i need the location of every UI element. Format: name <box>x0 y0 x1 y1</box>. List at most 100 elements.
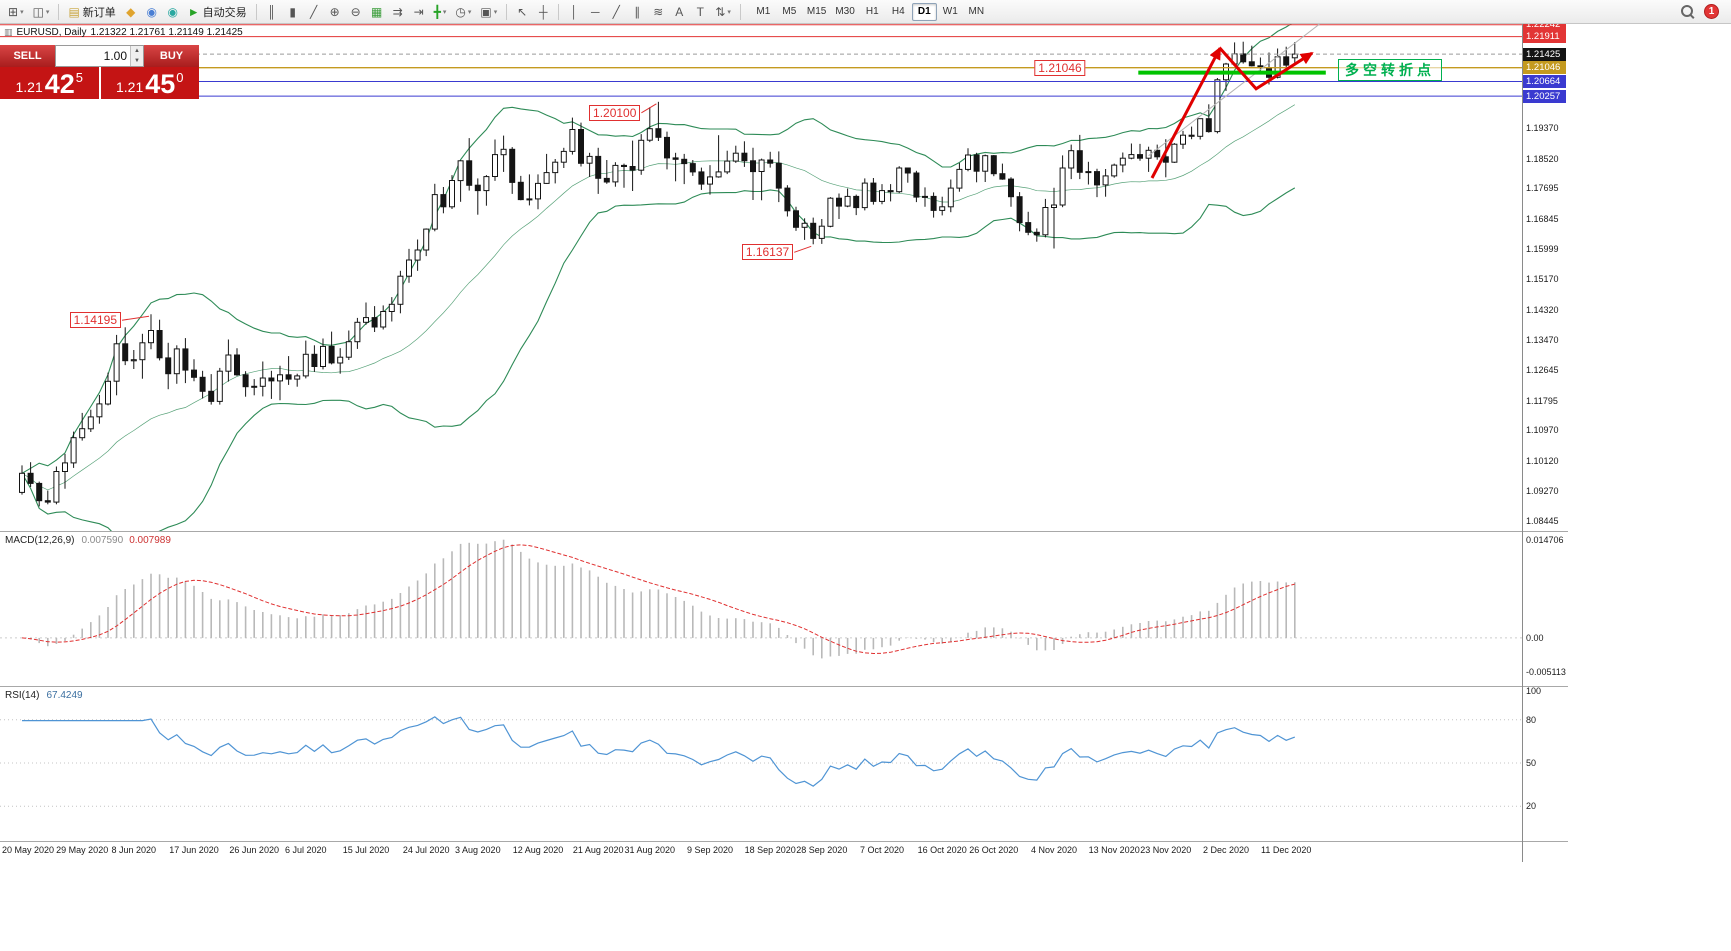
timeframe-w1-button[interactable]: W1 <box>942 6 958 17</box>
candlestick-chart-button[interactable]: ▮ <box>283 2 303 22</box>
toolbar-separator <box>739 3 741 20</box>
price-axis-marker: 1.21046 <box>1523 61 1566 75</box>
price-axis-label: 1.18520 <box>1526 153 1559 164</box>
toolbar-separator <box>255 3 257 20</box>
one-click-prices: 1.21 42 5 1.21 45 0 <box>0 67 199 99</box>
timeframe-m5-button[interactable]: M5 <box>782 6 797 17</box>
timeframe-mn-button[interactable]: MN <box>968 6 985 17</box>
timeframe-h4-button[interactable]: H4 <box>891 6 905 17</box>
notification-badge[interactable]: 1 <box>1704 4 1719 19</box>
sell-button[interactable]: SELL <box>0 45 55 67</box>
channel-button[interactable]: ∥ <box>627 2 647 22</box>
date-label: 15 Jul 2020 <box>342 845 390 855</box>
price-label[interactable]: 1.21046 <box>1034 59 1086 76</box>
search-icon[interactable] <box>1680 4 1695 19</box>
trendline-button[interactable]: ╱ <box>606 2 626 22</box>
label-icon: T <box>696 4 704 19</box>
line-chart-button[interactable]: ╱ <box>304 2 324 22</box>
crosshair-button[interactable]: ┼ <box>533 2 553 22</box>
market-icon: ◉ <box>167 4 179 19</box>
new-chart-icon: ⊞ <box>8 4 19 19</box>
metaeditor-button[interactable]: ◆ <box>121 2 141 22</box>
buy-price[interactable]: 1.21 45 0 <box>98 67 199 99</box>
zoom-out-button[interactable]: ⊖ <box>346 2 366 22</box>
autotrading-button[interactable]: ► 自动交易 <box>184 2 251 22</box>
date-label: 26 Oct 2020 <box>969 845 1019 855</box>
auto-scroll-icon: ⇉ <box>392 4 403 19</box>
panel-separator[interactable] <box>0 686 1568 687</box>
profiles-icon: ◫ <box>32 4 44 19</box>
tile-windows-button[interactable]: ▦ <box>367 2 387 22</box>
vertical-line-button[interactable]: │ <box>564 2 584 22</box>
rsi-name: RSI(14) <box>5 690 40 701</box>
macd-panel[interactable] <box>0 532 1522 686</box>
buy-price-base: 1.21 <box>115 79 144 95</box>
profiles-button[interactable]: ◫ ▾ <box>29 2 54 22</box>
text-button[interactable]: A <box>669 2 689 22</box>
timeframe-d1-button[interactable]: D1 <box>911 2 937 21</box>
price-axis-label: 1.10970 <box>1526 425 1559 436</box>
price-label[interactable]: 1.20100 <box>589 104 641 121</box>
bar-chart-button[interactable]: ║ <box>262 2 282 22</box>
macd-value-main: 0.007590 <box>81 535 124 546</box>
cursor-icon: ↖ <box>517 4 528 19</box>
arrows-button[interactable]: ⇅ ▾ <box>711 2 735 22</box>
panel-separator[interactable] <box>0 841 1568 842</box>
time-axis[interactable]: 20 May 2020 29 May 2020 8 Jun 2020 17 Jun 2… <box>0 842 1568 860</box>
chevron-down-icon: ▾ <box>45 8 50 16</box>
date-label: 24 Jul 2020 <box>402 845 450 855</box>
price-axis-border <box>1522 24 1523 862</box>
timeframe-h1-button[interactable]: H1 <box>865 6 879 17</box>
metaeditor-icon: ◆ <box>126 4 136 19</box>
price-axis-label: 1.12645 <box>1526 364 1559 375</box>
price-label[interactable]: 1.14195 <box>69 312 121 329</box>
templates-button[interactable]: ▣ ▾ <box>476 2 501 22</box>
zoom-in-button[interactable]: ⊕ <box>325 2 345 22</box>
sell-price-pips: 42 <box>44 69 75 99</box>
fibonacci-button[interactable]: ≋ <box>648 2 668 22</box>
macd-axis-label: 0.00 <box>1526 632 1544 643</box>
rsi-panel[interactable] <box>0 687 1522 841</box>
volume-input[interactable] <box>56 46 130 66</box>
periods-button[interactable]: ◷ ▾ <box>451 2 475 22</box>
macd-name: MACD(12,26,9) <box>5 535 75 546</box>
market-button[interactable]: ◉ <box>163 2 183 22</box>
auto-scroll-button[interactable]: ⇉ <box>388 2 408 22</box>
price-axis-marker: 1.21911 <box>1523 30 1566 44</box>
date-label: 11 Dec 2020 <box>1261 845 1312 855</box>
sell-price[interactable]: 1.21 42 5 <box>0 67 99 99</box>
timeframe-m15-button[interactable]: M15 <box>806 6 827 17</box>
price-label[interactable]: 1.16137 <box>741 244 794 261</box>
channel-icon: ∥ <box>634 4 641 19</box>
rsi-axis-label: 20 <box>1526 801 1537 812</box>
chart-symbol-period: EURUSD, Daily <box>16 27 87 38</box>
annotation-note[interactable]: 多空转折点 <box>1338 59 1442 81</box>
community-button[interactable]: ◉ <box>142 2 162 22</box>
macd-axis-label: -0.005113 <box>1526 667 1566 677</box>
horizontal-line-button[interactable]: ─ <box>585 2 605 22</box>
volume-decrease-button[interactable]: ▼ <box>131 56 143 66</box>
toolbar: ⊞ ▾ ◫ ▾ ▤ 新订单 ◆ ◉ ◉ ► 自动交易 ║ ▮ ╱ ⊕ ⊖ ▦ ⇉ ⇥ ╋ ▾ ◷ ▾ ▣ ▾ ↖ ┼ │ ─ ╱ ∥ ≋ A T ⇅… <box>0 0 1731 24</box>
rsi-value: 67.4249 <box>46 690 83 701</box>
main-chart[interactable] <box>0 24 1522 531</box>
panel-separator[interactable] <box>0 531 1568 532</box>
price-axis[interactable]: 1.19370 1.18520 1.17695 1.16845 1.15999 1.151… <box>1522 18 1568 862</box>
new-order-icon: ▤ <box>68 4 80 19</box>
volume-increase-button[interactable]: ▲ <box>131 46 143 56</box>
buy-button[interactable]: BUY <box>144 45 199 67</box>
chart-shift-button[interactable]: ⇥ <box>409 2 429 22</box>
price-axis-marker: 1.20257 <box>1523 89 1566 103</box>
timeframe-m30-button[interactable]: M30 <box>835 6 855 17</box>
new-chart-button[interactable]: ⊞ ▾ <box>4 2 28 22</box>
new-order-button[interactable]: ▤ 新订单 <box>64 2 119 22</box>
timeframe-m1-button[interactable]: M1 <box>756 6 771 17</box>
price-label-leader <box>121 315 150 321</box>
label-button[interactable]: T <box>690 2 710 22</box>
price-axis-marker: 1.20664 <box>1523 74 1566 88</box>
date-label: 13 Nov 2020 <box>1088 845 1140 855</box>
cursor-button[interactable]: ↖ <box>512 2 532 22</box>
arrows-icon: ⇅ <box>715 4 726 19</box>
indicators-button[interactable]: ╋ ▾ <box>430 2 451 22</box>
date-label: 4 Nov 2020 <box>1030 845 1078 855</box>
